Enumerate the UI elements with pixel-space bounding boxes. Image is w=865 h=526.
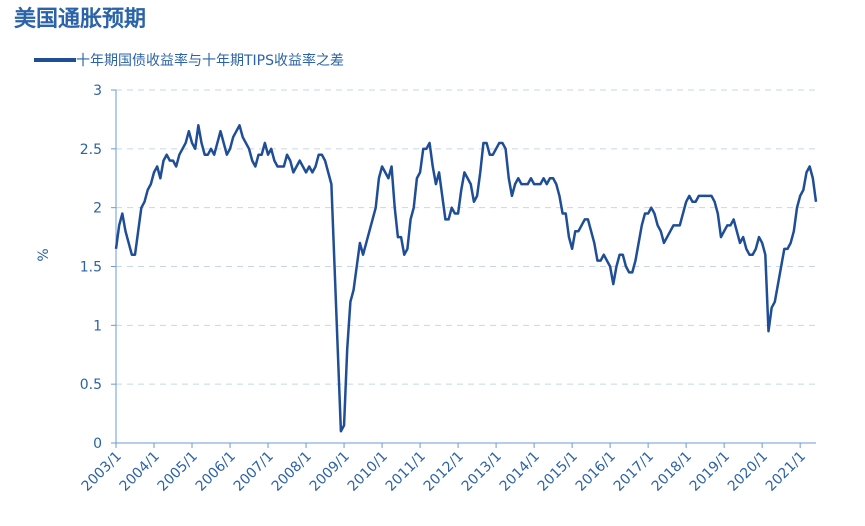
x-tick-label: 2003/1 [79,449,125,495]
x-tick-label: 2004/1 [117,449,163,495]
x-tick-label: 2005/1 [155,449,201,495]
y-tick-label: 0.5 [80,377,102,393]
y-tick-label: 0 [93,436,102,452]
x-tick-label: 2016/1 [573,449,619,495]
y-tick-label: 3 [93,83,102,99]
chart-title: 美国通胀预期 [14,6,146,32]
y-tick-label: 2 [93,201,102,217]
x-tick-label: 2009/1 [307,449,353,495]
line-series [114,124,818,433]
x-tick-label: 2014/1 [497,449,543,495]
y-axis-label: % [36,248,52,261]
x-tick-label: 2010/1 [345,449,391,495]
x-tick-label: 2011/1 [383,449,429,495]
x-tick-label: 2007/1 [231,449,277,495]
x-tick-label: 2019/1 [687,449,733,495]
x-tick-label: 2012/1 [421,449,467,495]
legend-label: 十年期国债收益率与十年期TIPS收益率之差 [76,52,344,69]
y-tick-label: 1 [93,318,102,334]
y-tick-label: 2.5 [80,142,102,158]
x-tick-label: 2015/1 [535,449,581,495]
x-tick-label: 2013/1 [459,449,505,495]
x-tick-label: 2008/1 [269,449,315,495]
x-tick-label: 2021/1 [763,449,809,495]
x-tick-label: 2018/1 [649,449,695,495]
x-tick-label: 2006/1 [193,449,239,495]
x-tick-label: 2020/1 [725,449,771,495]
y-tick-label: 1.5 [80,260,102,276]
x-tick-label: 2017/1 [611,449,657,495]
